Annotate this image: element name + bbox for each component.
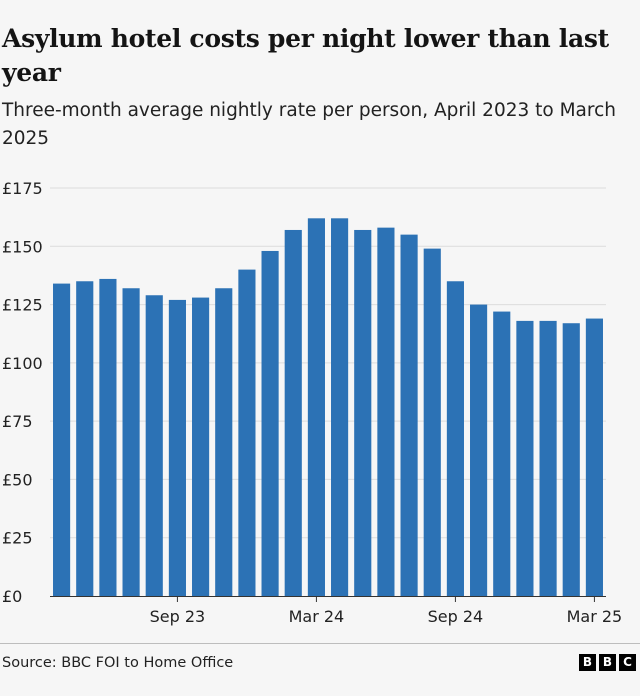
x-tick-label: Sep 23 — [150, 607, 206, 626]
bar — [284, 229, 302, 597]
x-tick-label: Mar 25 — [567, 607, 623, 626]
x-tick-label: Sep 24 — [428, 607, 484, 626]
bar — [168, 299, 186, 596]
bar — [261, 250, 279, 596]
bar — [585, 318, 603, 596]
bar — [99, 278, 117, 596]
y-tick-label: £150 — [2, 237, 43, 256]
chart-title: Asylum hotel costs per night lower than … — [2, 24, 609, 87]
logo-letter-b2: B — [599, 654, 616, 671]
bar — [377, 227, 395, 596]
bar — [215, 288, 233, 596]
bar — [307, 218, 325, 596]
bbc-logo: B B C — [579, 654, 636, 671]
y-tick-label: £75 — [2, 412, 33, 431]
y-tick-label: £0 — [2, 587, 22, 606]
bar — [238, 269, 256, 596]
bar — [539, 320, 557, 596]
y-tick-label: £175 — [2, 179, 43, 198]
chart-subtitle: Three-month average nightly rate per per… — [2, 100, 616, 149]
bar — [53, 283, 71, 596]
logo-letter-b1: B — [579, 654, 596, 671]
bar — [493, 311, 511, 596]
bar — [331, 218, 349, 596]
x-tick-label: Mar 24 — [289, 607, 345, 626]
footer-divider — [0, 643, 640, 644]
bar-chart: £0 £25 £50 £75 £100 £125 £150 £175 Sep 23 Mar 24 S… — [2, 179, 623, 626]
bar — [470, 304, 488, 596]
bar — [400, 234, 418, 596]
bar — [446, 281, 464, 596]
bar — [122, 288, 140, 596]
y-tick-label: £50 — [2, 470, 33, 489]
source-note: Source: BBC FOI to Home Office — [2, 655, 234, 671]
bar — [516, 320, 534, 596]
bar — [354, 229, 372, 597]
bar — [76, 281, 94, 596]
bar — [145, 295, 163, 596]
y-tick-label: £100 — [2, 354, 43, 373]
logo-letter-c: C — [619, 654, 636, 671]
bar — [562, 323, 580, 596]
y-tick-label: £25 — [2, 529, 33, 548]
bar — [423, 248, 441, 597]
bar — [192, 297, 210, 596]
y-tick-label: £125 — [2, 296, 43, 315]
